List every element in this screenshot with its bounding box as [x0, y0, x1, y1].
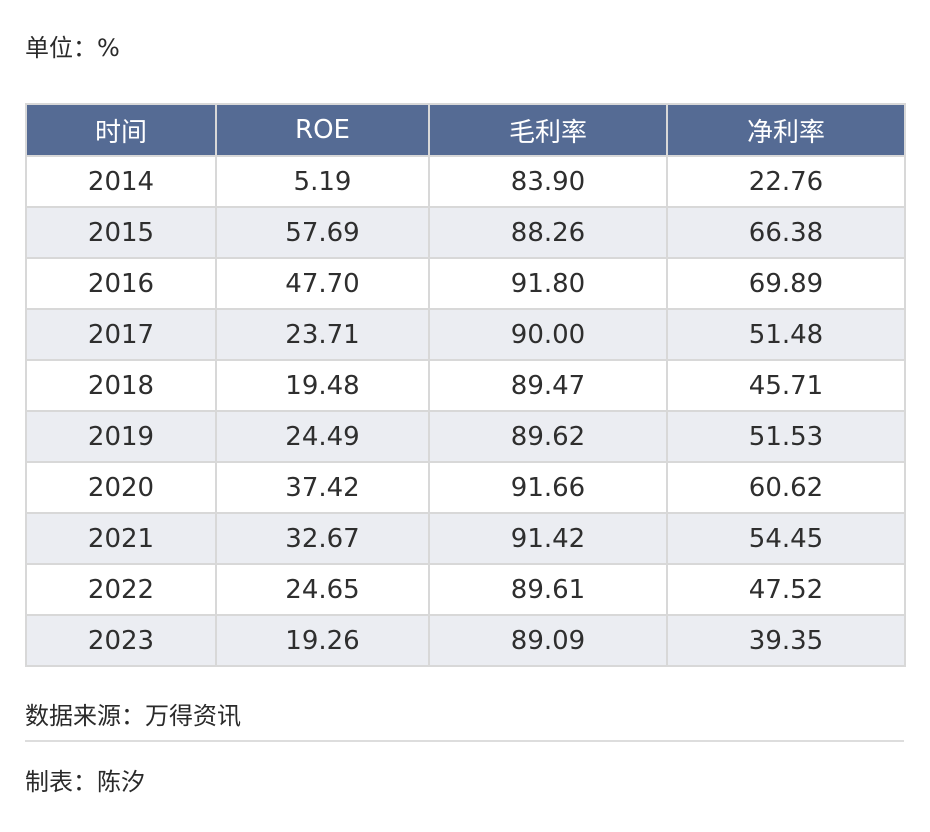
cell-gross-margin: 89.09: [428, 614, 668, 667]
cell-year: 2018: [25, 359, 217, 412]
cell-roe: 24.65: [215, 563, 430, 616]
cell-net-margin: 66.38: [666, 206, 906, 259]
cell-year: 2019: [25, 410, 217, 463]
cell-roe: 32.67: [215, 512, 430, 565]
cell-gross-margin: 91.66: [428, 461, 668, 514]
cell-gross-margin: 83.90: [428, 155, 668, 208]
divider: [25, 740, 904, 742]
cell-gross-margin: 89.61: [428, 563, 668, 616]
table-row: 2019 24.49 89.62 51.53: [25, 410, 906, 463]
financial-ratios-table: 时间 ROE 毛利率 净利率 2014 5.19 83.90 22.76 201…: [25, 103, 906, 667]
table-row: 2020 37.42 91.66 60.62: [25, 461, 906, 514]
table-header-row: 时间 ROE 毛利率 净利率: [25, 103, 906, 157]
cell-roe: 23.71: [215, 308, 430, 361]
table-row: 2014 5.19 83.90 22.76: [25, 155, 906, 208]
header-year: 时间: [25, 103, 217, 157]
cell-year: 2016: [25, 257, 217, 310]
cell-net-margin: 51.48: [666, 308, 906, 361]
cell-net-margin: 54.45: [666, 512, 906, 565]
cell-gross-margin: 88.26: [428, 206, 668, 259]
table-row: 2022 24.65 89.61 47.52: [25, 563, 906, 616]
cell-year: 2017: [25, 308, 217, 361]
header-gross-margin: 毛利率: [428, 103, 668, 157]
cell-roe: 19.26: [215, 614, 430, 667]
cell-roe: 19.48: [215, 359, 430, 412]
header-net-margin: 净利率: [666, 103, 906, 157]
table-row: 2023 19.26 89.09 39.35: [25, 614, 906, 667]
cell-gross-margin: 91.80: [428, 257, 668, 310]
cell-gross-margin: 91.42: [428, 512, 668, 565]
table-row: 2021 32.67 91.42 54.45: [25, 512, 906, 565]
cell-year: 2014: [25, 155, 217, 208]
unit-label: 单位：%: [25, 34, 120, 62]
table-row: 2018 19.48 89.47 45.71: [25, 359, 906, 412]
cell-net-margin: 69.89: [666, 257, 906, 310]
cell-year: 2021: [25, 512, 217, 565]
cell-year: 2020: [25, 461, 217, 514]
cell-roe: 47.70: [215, 257, 430, 310]
cell-net-margin: 47.52: [666, 563, 906, 616]
cell-year: 2015: [25, 206, 217, 259]
cell-roe: 37.42: [215, 461, 430, 514]
table-row: 2017 23.71 90.00 51.48: [25, 308, 906, 361]
cell-year: 2023: [25, 614, 217, 667]
cell-roe: 5.19: [215, 155, 430, 208]
cell-gross-margin: 89.47: [428, 359, 668, 412]
table-row: 2015 57.69 88.26 66.38: [25, 206, 906, 259]
cell-gross-margin: 90.00: [428, 308, 668, 361]
cell-net-margin: 39.35: [666, 614, 906, 667]
header-roe: ROE: [215, 103, 430, 157]
cell-net-margin: 51.53: [666, 410, 906, 463]
cell-roe: 57.69: [215, 206, 430, 259]
cell-net-margin: 45.71: [666, 359, 906, 412]
data-source-label: 数据来源：万得资讯: [25, 702, 241, 730]
data-table-container: 时间 ROE 毛利率 净利率 2014 5.19 83.90 22.76 201…: [25, 103, 906, 667]
table-maker-label: 制表：陈汐: [25, 768, 145, 796]
table-row: 2016 47.70 91.80 69.89: [25, 257, 906, 310]
cell-gross-margin: 89.62: [428, 410, 668, 463]
cell-net-margin: 22.76: [666, 155, 906, 208]
cell-roe: 24.49: [215, 410, 430, 463]
cell-net-margin: 60.62: [666, 461, 906, 514]
cell-year: 2022: [25, 563, 217, 616]
